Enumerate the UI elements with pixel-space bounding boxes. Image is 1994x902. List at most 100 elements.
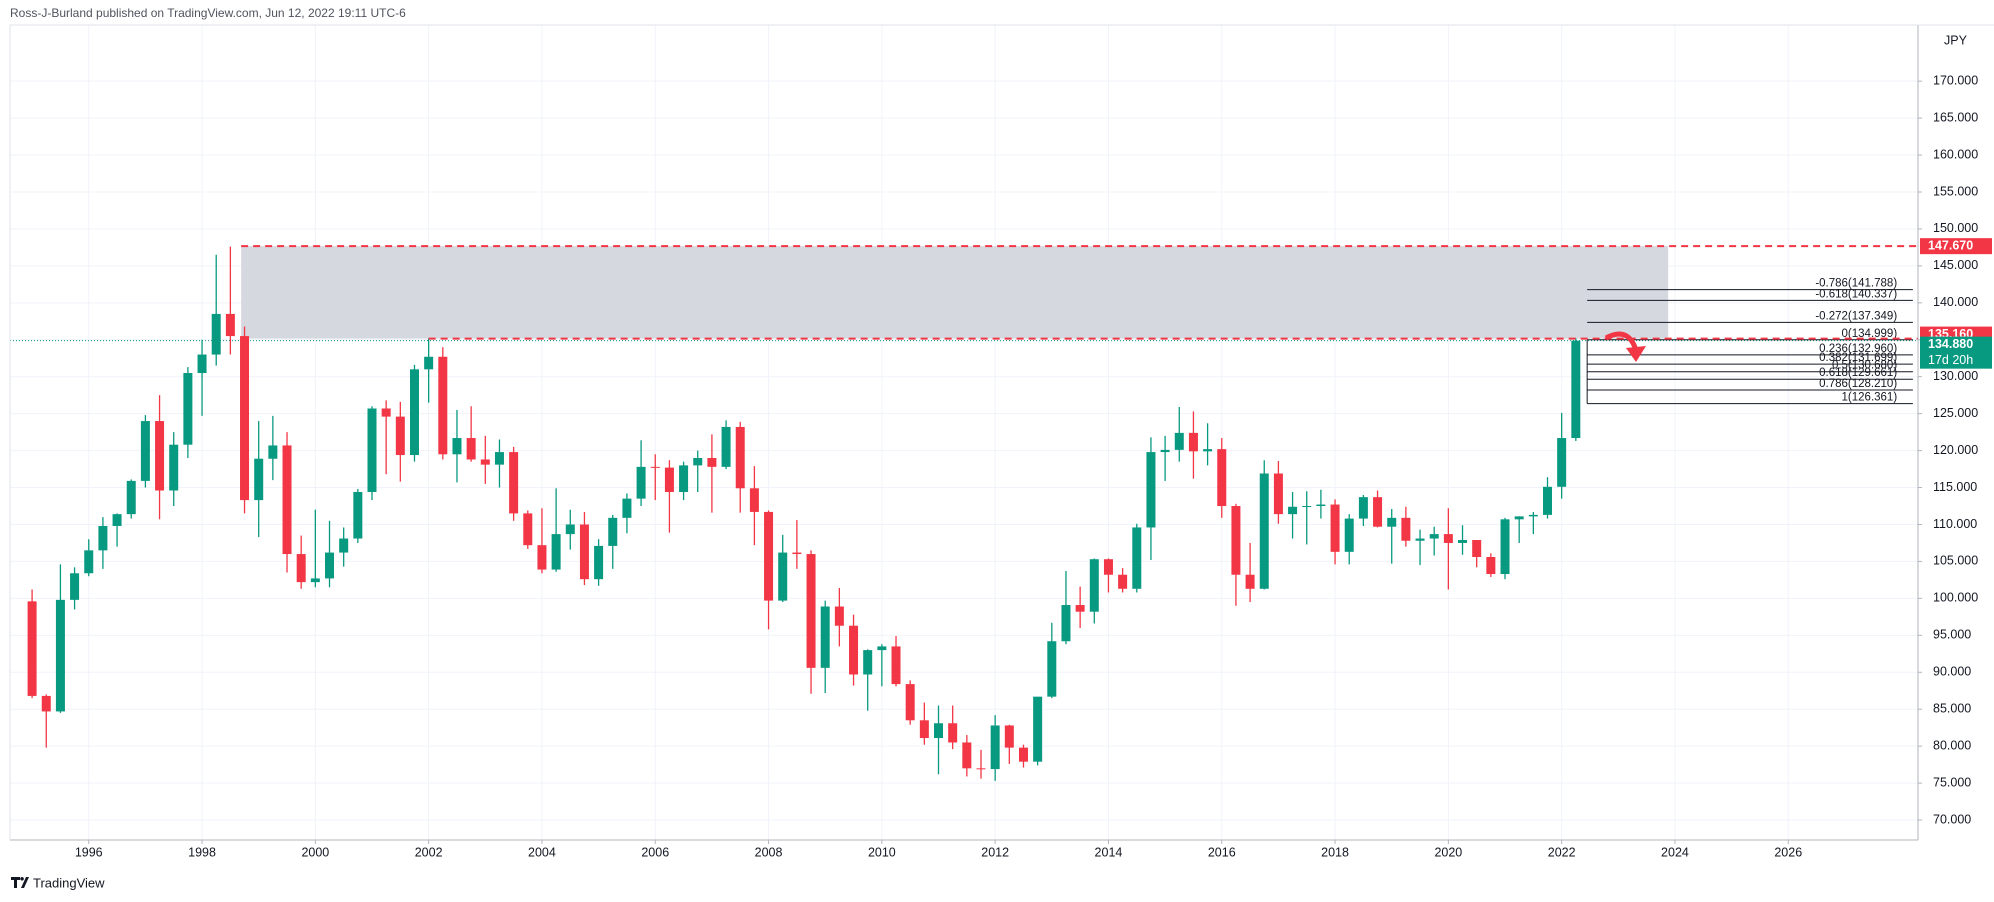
candle-body [1118,574,1128,589]
candle-body [367,408,377,492]
candle-body [849,625,859,675]
fib-label: 0.382(131.699) [1819,352,1897,364]
candle-body [296,554,306,583]
fib-label: 0.236(132.960) [1819,343,1897,355]
y-tick-label: 170.000 [1933,73,1978,87]
candle-body [268,445,278,459]
candle-body [1061,605,1071,642]
y-tick-label: 140.000 [1933,295,1978,309]
x-tick-label: 1998 [188,845,216,859]
candle-body [594,545,604,580]
candle-body [140,421,150,481]
candle-body [537,545,547,570]
candle-body [225,313,235,337]
x-tick-label: 2020 [1434,845,1462,859]
candle-body [551,534,561,570]
y-tick-label: 70.000 [1933,812,1971,826]
arrow-head [1626,346,1646,362]
candle-body [70,573,80,600]
candle-body [325,552,335,579]
candle-body [1174,432,1184,450]
candle-body [155,421,165,491]
y-tick-label: 125.000 [1933,406,1978,420]
x-tick-label: 2002 [415,845,443,859]
candle-body [41,695,51,712]
candle-body [976,768,986,770]
candle-body [820,606,830,668]
candle-body [1472,540,1482,558]
x-tick-label: 1996 [75,845,103,859]
x-tick-label: 2018 [1321,845,1349,859]
y-tick-label: 95.000 [1933,628,1971,642]
candle-body [27,601,37,696]
candle-body [98,525,108,551]
candle-body [1571,340,1581,439]
candle-body [1047,641,1057,697]
candle-body [934,723,944,739]
y-tick-label: 110.000 [1933,517,1977,531]
candle-body [409,369,419,456]
candle-body [622,498,632,518]
candle-body [438,356,448,455]
candle-body [1245,574,1255,589]
candle-body [466,438,476,460]
candle-body [395,416,405,456]
candle-body [494,452,504,465]
candle-body [948,723,958,743]
y-tick-label: 105.000 [1933,554,1978,568]
price-label: 134.880 [1928,337,1973,351]
candle-body [169,444,179,491]
candle-body [310,578,320,583]
publisher: Ross-J-Burland published on TradingView.… [10,6,406,20]
candle-body [509,452,519,514]
candle-body [1259,473,1269,589]
fib-label: 0.786(128.210) [1819,378,1897,390]
candle-body [579,524,589,580]
candle-body [1429,534,1439,539]
x-tick-label: 2016 [1208,845,1236,859]
candle-body [1557,438,1567,487]
candle-body [240,336,250,501]
candle-body [1373,497,1383,527]
candle-body [1358,497,1368,519]
candle-body [1288,506,1298,515]
candle-body [749,488,759,512]
candle-body [1458,540,1468,543]
fib-label: 1(126.361) [1842,392,1898,404]
candle-body [55,599,65,712]
candle-body [735,426,745,489]
x-tick-label: 2026 [1774,845,1802,859]
candle-body [1004,725,1014,748]
candle-body [792,552,802,555]
y-tick-label: 150.000 [1933,221,1978,235]
fib-label: -0.618(140.337) [1815,288,1897,300]
candle-body [1018,747,1028,762]
fib-label: 0.5(130.680) [1832,360,1897,372]
candle-body [764,511,774,601]
y-tick-label: 90.000 [1933,665,1971,679]
arrow [1604,331,1639,351]
candle-body [1273,473,1283,515]
x-tick-label: 2014 [1095,845,1123,859]
candle-body [381,408,391,417]
candle-body [282,445,292,555]
y-tick-label: 120.000 [1933,443,1978,457]
x-tick-label: 2012 [981,845,1009,859]
candle-body [523,513,533,546]
fib-label: 0.618(129.661) [1819,367,1897,379]
candle-body [664,467,674,492]
candle-body [1089,559,1099,612]
candle-body [1316,504,1326,507]
price-label: 147.670 [1928,238,1973,252]
candle-body [863,650,873,675]
candle-body [608,517,618,546]
candle-body [834,606,844,626]
candle-body [721,426,731,467]
candle-body [891,646,901,685]
candle-body [679,465,689,492]
candle-body [919,720,929,739]
candle-body [1387,517,1397,527]
countdown: 17d 20h [1928,353,1973,367]
brand-logo [11,877,29,888]
